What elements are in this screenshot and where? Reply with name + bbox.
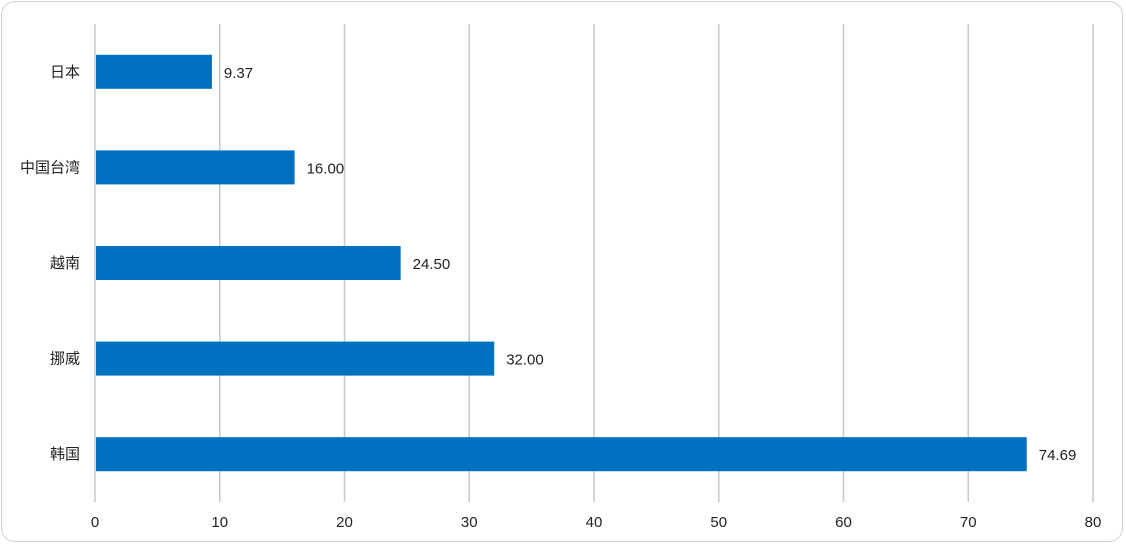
x-tick-label-10: 10 xyxy=(211,514,228,531)
category-label-4: 韩国 xyxy=(50,445,80,463)
value-label-0: 9.37 xyxy=(224,65,253,82)
x-tick-label-40: 40 xyxy=(586,514,603,531)
value-label-1: 16.00 xyxy=(307,160,345,177)
x-tick-label-70: 70 xyxy=(960,514,977,531)
bars xyxy=(96,54,1027,472)
value-label-2: 24.50 xyxy=(413,256,451,273)
x-tick-label-30: 30 xyxy=(461,514,478,531)
bar-0 xyxy=(96,54,212,89)
category-label-3: 挪威 xyxy=(50,350,80,368)
category-label-2: 越南 xyxy=(50,254,80,272)
grid-lines xyxy=(219,24,1094,502)
category-label-0: 日本 xyxy=(50,63,80,81)
x-tick-label-20: 20 xyxy=(336,514,353,531)
x-axis-tick-labels: 0 10 20 30 40 50 60 70 80 xyxy=(91,514,1102,531)
bar-4 xyxy=(96,437,1027,472)
value-label-4: 74.69 xyxy=(1039,447,1077,464)
x-tick-label-50: 50 xyxy=(710,514,727,531)
value-labels: 9.37 16.00 24.50 32.00 74.69 xyxy=(224,65,1076,464)
x-tick-label-60: 60 xyxy=(835,514,852,531)
bar-2 xyxy=(96,246,401,280)
bar-1 xyxy=(96,150,295,185)
x-tick-label-80: 80 xyxy=(1085,514,1102,531)
bar-3 xyxy=(96,341,495,376)
x-tick-label-0: 0 xyxy=(91,514,99,531)
category-label-1: 中国台湾 xyxy=(20,158,80,176)
value-label-3: 32.00 xyxy=(506,352,544,369)
